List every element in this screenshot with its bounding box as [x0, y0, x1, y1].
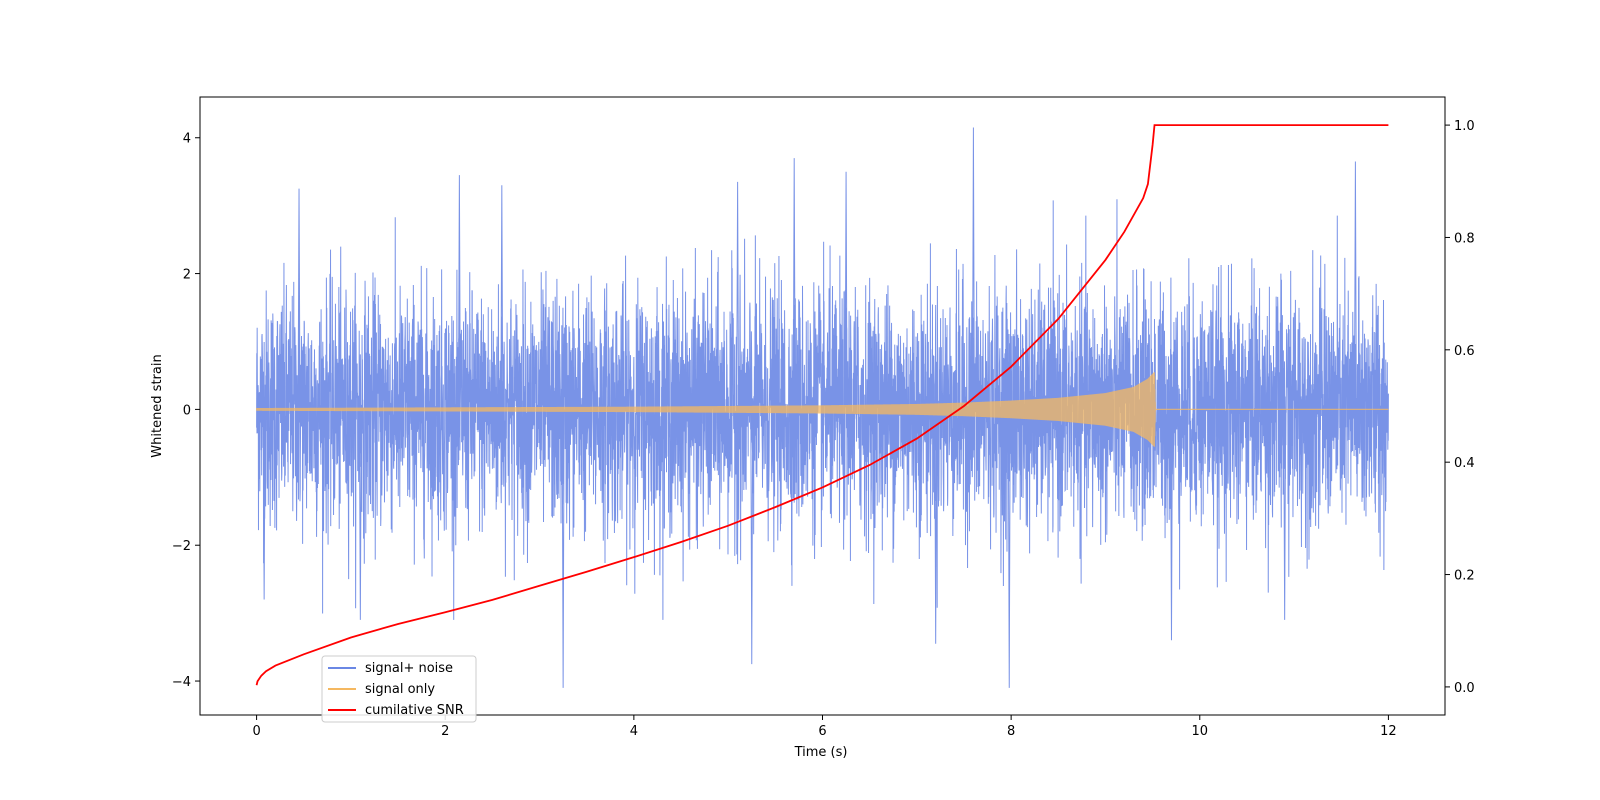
- legend-box: [321, 655, 477, 723]
- x-axis-label: Time (s): [794, 745, 848, 760]
- x-tick-label-6: 12: [1380, 724, 1397, 739]
- y2-tick-label-2: 0.4: [1454, 456, 1475, 471]
- legend: signal+ noise signal only cumilative SNR: [321, 655, 477, 723]
- x-tick-label-1: 2: [441, 724, 449, 739]
- y-tick-label-0: −4: [172, 675, 191, 690]
- series-signal-noise: [256, 127, 1389, 688]
- x-tick-label-0: 0: [252, 724, 260, 739]
- plot-area: [255, 124, 1389, 688]
- series-cumulative-snr: [255, 124, 1389, 686]
- y-axis-label: Whitened strain: [150, 354, 165, 457]
- y2-tick-label-3: 0.6: [1454, 344, 1475, 359]
- y-tick-label-4: 4: [183, 132, 191, 147]
- cumulative-snr-line: [255, 124, 1389, 686]
- x-tick-label-5: 10: [1191, 724, 1208, 739]
- legend-label-cumulative-snr: cumilative SNR: [365, 703, 464, 718]
- y-axis-right: 0.0 0.2 0.4 0.6 0.8 1.0: [1445, 119, 1475, 696]
- legend-label-signal-only: signal only: [365, 682, 435, 697]
- y-tick-label-2: 0: [183, 403, 191, 418]
- x-tick-label-4: 8: [1007, 724, 1015, 739]
- y2-tick-label-5: 1.0: [1454, 119, 1475, 134]
- series-signal-only: [255, 372, 1389, 447]
- signal-noise-line: [256, 127, 1389, 688]
- signal-only-line: [255, 372, 1389, 447]
- y2-tick-label-1: 0.2: [1454, 569, 1475, 584]
- y2-tick-label-4: 0.8: [1454, 231, 1475, 246]
- y2-tick-label-0: 0.0: [1454, 681, 1475, 696]
- legend-label-signal-noise: signal+ noise: [365, 661, 453, 676]
- x-tick-label-3: 6: [818, 724, 826, 739]
- y-tick-label-1: −2: [172, 539, 191, 554]
- y-tick-label-3: 2: [183, 268, 191, 283]
- y-axis-left: −4 −2 0 2 4: [172, 132, 200, 690]
- x-tick-label-2: 4: [630, 724, 638, 739]
